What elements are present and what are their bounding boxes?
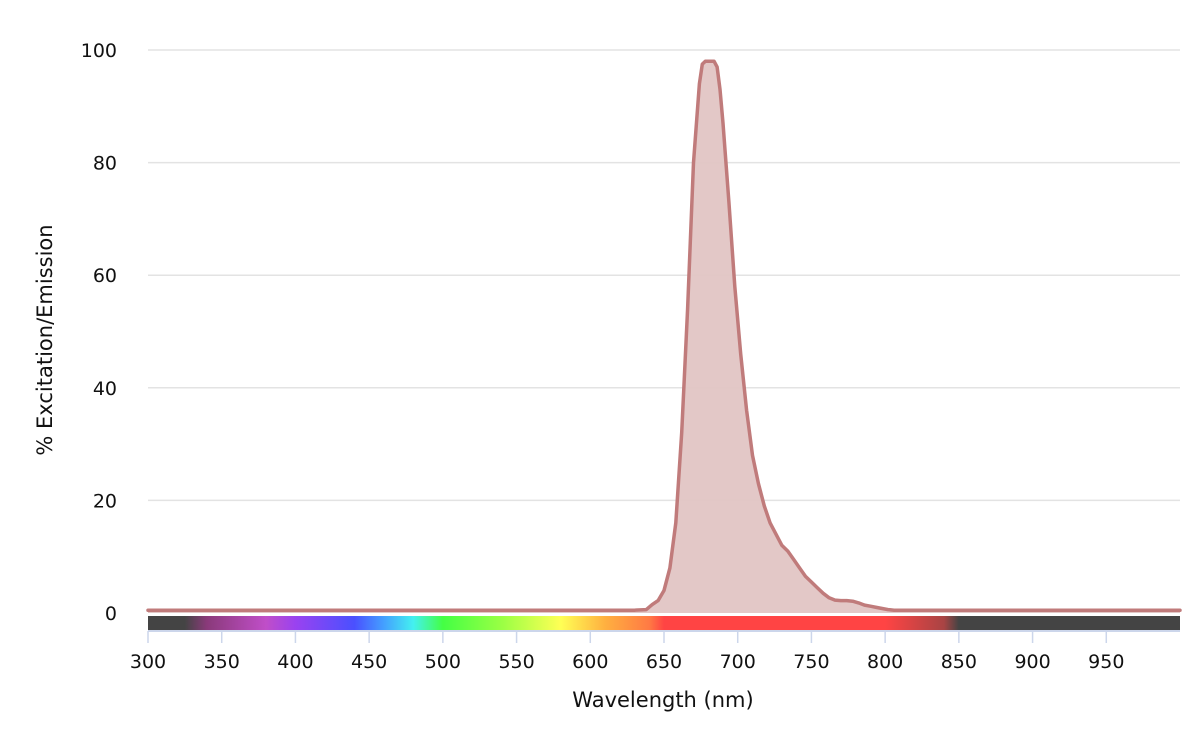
grid-layer xyxy=(148,49,1180,502)
x-tick-layer: 300 350 400 450 500 550 600 650 700 750 800 850 900 9… xyxy=(130,631,1124,673)
x-tick-label-900: 900 xyxy=(1014,651,1050,673)
x-tick-label-450: 450 xyxy=(351,651,387,673)
x-tick-label-950: 950 xyxy=(1088,651,1124,673)
x-tick-label-850: 850 xyxy=(941,651,977,673)
y-tick-label-60: 60 xyxy=(93,265,117,287)
x-tick-label-350: 350 xyxy=(204,651,240,673)
x-tick-label-800: 800 xyxy=(867,651,903,673)
x-tick-label-700: 700 xyxy=(720,651,756,673)
x-tick-label-500: 500 xyxy=(425,651,461,673)
y-tick-label-80: 80 xyxy=(93,153,117,175)
x-tick-label-550: 550 xyxy=(498,651,534,673)
x-tick-label-600: 600 xyxy=(572,651,608,673)
x-tick-label-300: 300 xyxy=(130,651,166,673)
spectrum-bar xyxy=(148,616,1180,630)
x-tick-label-650: 650 xyxy=(646,651,682,673)
y-tick-label-0: 0 xyxy=(105,603,117,625)
series-0-line xyxy=(146,59,1182,612)
y-tick-label-20: 20 xyxy=(93,490,117,512)
y-tick-label-100: 100 xyxy=(81,40,117,62)
y-tick-layer: 0 20 40 60 80 100 xyxy=(81,40,117,625)
x-tick-label-400: 400 xyxy=(277,651,313,673)
y-tick-label-40: 40 xyxy=(93,378,117,400)
series-0-area xyxy=(148,61,1180,614)
y-axis-title: % Excitation/Emission xyxy=(33,224,57,455)
x-axis-title: Wavelength (nm) xyxy=(572,688,753,712)
series-layer xyxy=(146,59,1182,614)
x-tick-label-750: 750 xyxy=(793,651,829,673)
